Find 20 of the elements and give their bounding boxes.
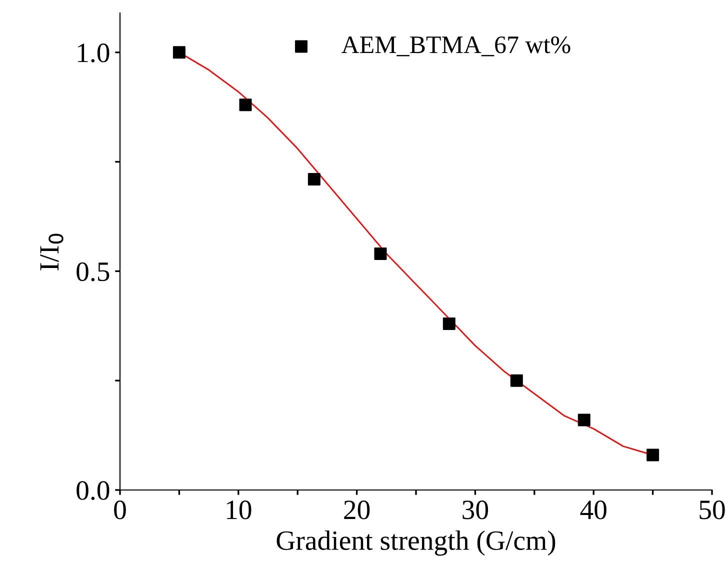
point [646, 448, 660, 462]
x-tick-label: 0 [114, 500, 126, 520]
y-tick-label: 0.0 [76, 481, 110, 500]
y-tick-label: 0.5 [76, 262, 110, 282]
point [578, 414, 590, 426]
point [442, 317, 456, 330]
x-tick-label: 50 [700, 500, 725, 520]
x-tick-label: 10 [226, 500, 252, 520]
point [172, 46, 186, 59]
point [308, 173, 320, 186]
x-tick-label: 20 [344, 500, 370, 520]
point [239, 98, 252, 112]
point [374, 247, 387, 260]
x-tick-label: 40 [580, 500, 606, 520]
x-tick-label: 30 [462, 500, 488, 520]
x-axis-title: Gradient strength (G/cm) [276, 530, 556, 556]
point [510, 374, 523, 387]
legend-label: AEM_BTMA_67 wt% [341, 36, 570, 56]
y-tick-label: 1.0 [78, 44, 110, 62]
y-axis-title: I/I$_{0}$ [40, 234, 64, 270]
